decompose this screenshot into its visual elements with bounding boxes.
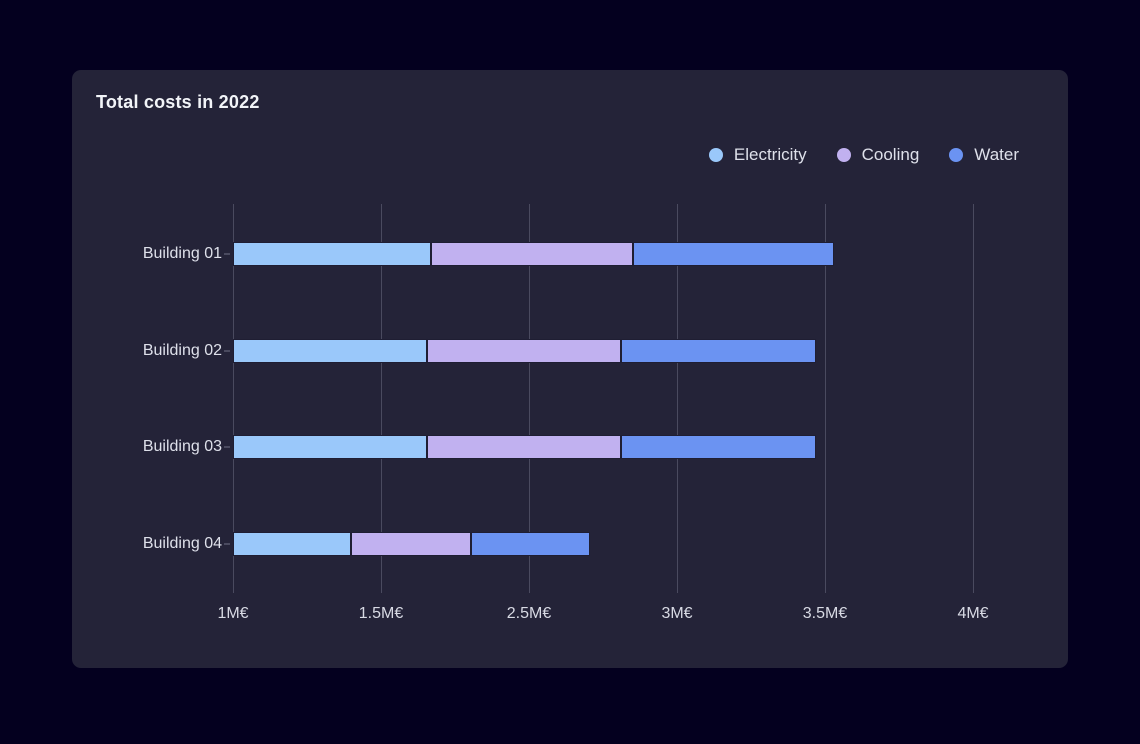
chart-legend: Electricity Cooling Water xyxy=(708,145,1019,165)
bar-segment-electricity[interactable] xyxy=(233,435,427,459)
legend-dot-water xyxy=(949,148,964,162)
y-axis-label: Building 04 xyxy=(142,534,222,552)
bar-segment-cooling[interactable] xyxy=(351,531,472,556)
legend-item-cooling[interactable]: Cooling xyxy=(836,145,920,165)
bar-segment-cooling[interactable] xyxy=(426,435,621,459)
bar-segment-electricity[interactable] xyxy=(233,242,432,266)
plot-area: 1M€ 1.5M€ 2.5M€ 3M€ 3.5M€ 4M€ xyxy=(217,204,1045,622)
legend-dot-electricity xyxy=(708,148,723,162)
y-axis-tick xyxy=(224,253,230,255)
y-axis-label: Building 03 xyxy=(142,438,222,455)
chart-title: Total costs in 2022 xyxy=(96,92,260,112)
x-axis-tick-label: 3M€ xyxy=(661,605,693,622)
legend-item-water[interactable]: Water xyxy=(949,145,1019,165)
bar-segment-cooling[interactable] xyxy=(431,242,633,266)
legend-label: Cooling xyxy=(861,145,920,164)
chart-card: Total costs in 2022 Electricity Cooling Wa… xyxy=(72,70,1068,668)
gridline xyxy=(677,204,678,593)
x-axis-tick-label: 4M€ xyxy=(957,605,989,622)
gridline xyxy=(825,204,826,593)
bar-segment-water[interactable] xyxy=(620,435,817,459)
bar-segment-electricity[interactable] xyxy=(233,531,352,556)
bar-segment-electricity[interactable] xyxy=(233,338,427,363)
y-axis-labels: Building 01 Building 02 Building 03 Buildin… xyxy=(72,204,222,593)
x-axis-tick-label: 1M€ xyxy=(217,605,249,622)
bar-segment-water[interactable] xyxy=(471,531,590,556)
y-axis-label: Building 02 xyxy=(142,341,222,359)
bar-row-building-04 xyxy=(233,531,590,556)
y-axis-label: Building 01 xyxy=(142,245,222,262)
bar-row-building-01 xyxy=(233,242,834,266)
x-axis-tick-label: 1.5M€ xyxy=(358,605,404,622)
bar-segment-water[interactable] xyxy=(632,242,834,266)
gridline xyxy=(529,204,530,593)
gridline xyxy=(973,204,974,593)
y-axis-tick xyxy=(224,349,230,352)
y-axis-tick xyxy=(224,446,230,448)
y-axis-tick xyxy=(224,542,230,545)
bar-row-building-02 xyxy=(233,338,817,363)
x-axis-tick-label: 2.5M€ xyxy=(506,605,552,622)
legend-label: Electricity xyxy=(733,145,807,164)
gridline xyxy=(233,204,234,593)
legend-item-electricity[interactable]: Electricity xyxy=(708,145,807,165)
bar-segment-water[interactable] xyxy=(620,338,817,363)
bar-segment-cooling[interactable] xyxy=(426,338,621,363)
legend-dot-cooling xyxy=(836,148,851,162)
legend-label: Water xyxy=(974,145,1019,164)
gridline xyxy=(381,204,382,593)
bar-row-building-03 xyxy=(233,435,817,459)
x-axis-tick-label: 3.5M€ xyxy=(802,605,848,622)
